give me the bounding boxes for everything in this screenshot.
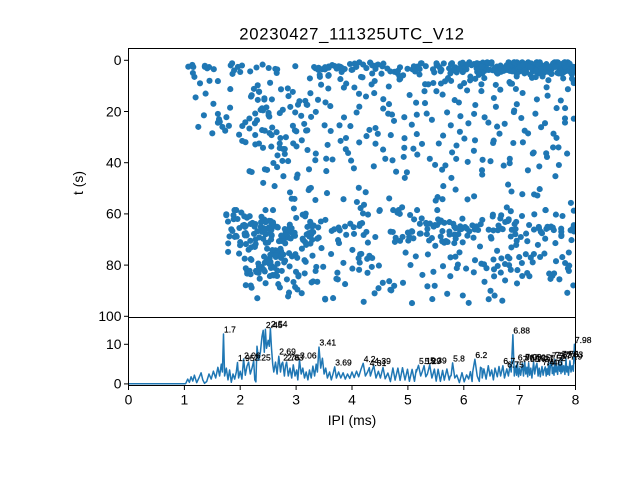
svg-text:20230427_111325UTC_V12: 20230427_111325UTC_V12 [239, 25, 464, 44]
svg-text:60: 60 [106, 206, 122, 222]
svg-text:7.46: 7.46 [546, 357, 563, 367]
svg-text:7.57: 7.57 [552, 351, 569, 361]
svg-text:6.96: 6.96 [518, 353, 535, 363]
svg-text:7.7: 7.7 [559, 351, 571, 361]
svg-text:5.19: 5.19 [419, 356, 436, 366]
svg-text:3.41: 3.41 [320, 338, 337, 348]
svg-text:6.7: 6.7 [503, 356, 515, 366]
svg-text:0: 0 [114, 376, 122, 392]
svg-text:80: 80 [106, 257, 122, 273]
svg-text:6.2: 6.2 [475, 350, 487, 360]
svg-text:t (s): t (s) [70, 171, 86, 195]
svg-text:2.25: 2.25 [254, 353, 271, 363]
svg-text:7.9: 7.9 [570, 351, 582, 361]
svg-text:20: 20 [106, 103, 122, 119]
svg-text:7.09: 7.09 [525, 352, 542, 362]
svg-text:7.63: 7.63 [555, 350, 572, 360]
svg-text:5.29: 5.29 [425, 356, 442, 366]
svg-text:7.4: 7.4 [543, 357, 555, 367]
svg-text:2.54: 2.54 [271, 319, 288, 329]
svg-text:1: 1 [181, 392, 189, 408]
svg-text:IPI (ms): IPI (ms) [328, 412, 377, 428]
svg-text:7.31: 7.31 [537, 354, 554, 364]
svg-text:2: 2 [236, 392, 244, 408]
svg-text:3.69: 3.69 [335, 357, 352, 367]
svg-text:2.76: 2.76 [283, 353, 300, 363]
svg-text:8: 8 [572, 392, 580, 408]
svg-text:7: 7 [516, 392, 524, 408]
svg-text:2.83: 2.83 [287, 353, 304, 363]
svg-text:4: 4 [348, 392, 356, 408]
svg-text:40: 40 [106, 155, 122, 171]
svg-text:0: 0 [114, 52, 122, 68]
svg-text:2.69: 2.69 [279, 347, 296, 357]
svg-text:7.25: 7.25 [534, 353, 551, 363]
svg-text:7.52: 7.52 [549, 353, 566, 363]
svg-text:100: 100 [98, 308, 121, 324]
svg-text:2.06: 2.06 [244, 351, 261, 361]
svg-text:7.83: 7.83 [567, 350, 584, 360]
svg-text:1.7: 1.7 [224, 325, 236, 335]
svg-text:7.16: 7.16 [529, 353, 546, 363]
svg-text:0: 0 [125, 392, 133, 408]
svg-text:6.75: 6.75 [507, 359, 524, 369]
svg-text:6: 6 [460, 392, 468, 408]
svg-text:5.8: 5.8 [453, 353, 465, 363]
svg-text:2.45: 2.45 [266, 320, 283, 330]
svg-text:6.88: 6.88 [513, 325, 530, 335]
svg-text:7.05: 7.05 [523, 354, 540, 364]
svg-text:5: 5 [404, 392, 412, 408]
svg-text:4.31: 4.31 [370, 358, 387, 368]
svg-text:4.2: 4.2 [364, 354, 376, 364]
svg-text:7.75: 7.75 [562, 349, 579, 359]
svg-text:7.98: 7.98 [575, 335, 592, 345]
svg-text:4.39: 4.39 [374, 356, 391, 366]
svg-text:3: 3 [292, 392, 300, 408]
svg-text:1.95: 1.95 [238, 353, 255, 363]
svg-text:5.39: 5.39 [430, 355, 447, 365]
svg-text:3.06: 3.06 [300, 351, 317, 361]
svg-text:10: 10 [106, 336, 122, 352]
